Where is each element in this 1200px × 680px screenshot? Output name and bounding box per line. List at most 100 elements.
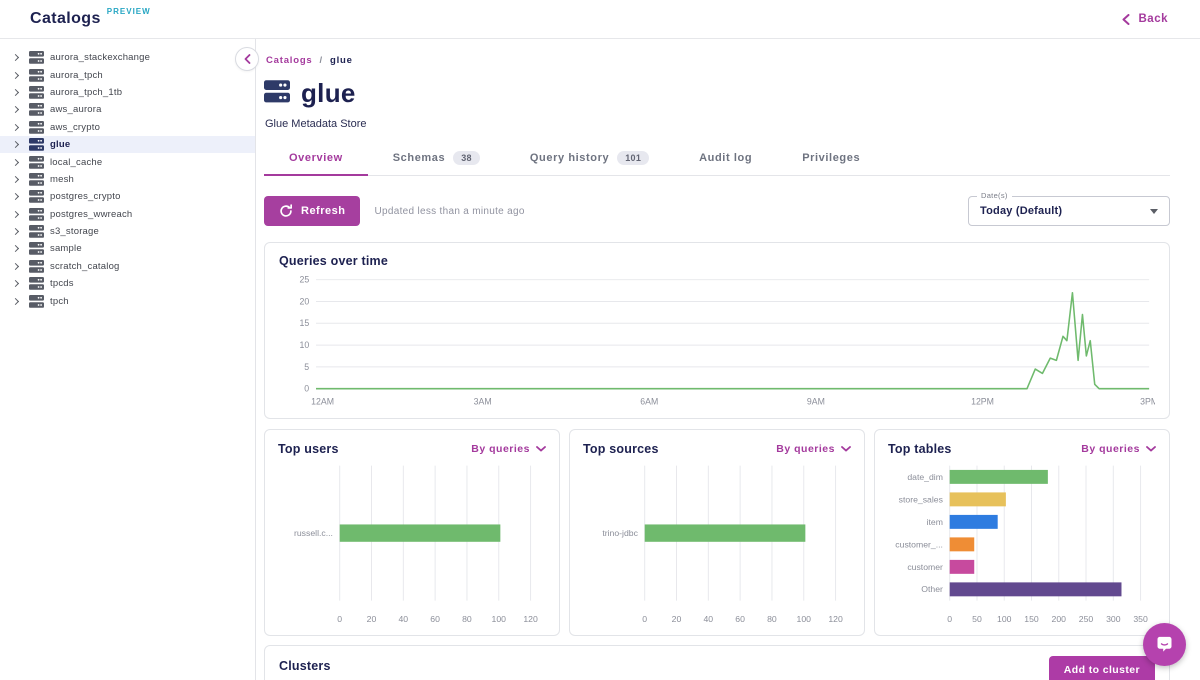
svg-text:0: 0 [947, 614, 952, 624]
catalog-database-icon [264, 79, 290, 108]
queries-over-time-title: Queries over time [279, 254, 389, 268]
chevron-right-icon[interactable] [11, 297, 21, 305]
sidebar-item-aws_crypto[interactable]: aws_crypto [0, 119, 255, 136]
add-to-cluster-button[interactable]: Add to cluster [1048, 656, 1155, 680]
clusters-title: Clusters [279, 659, 331, 674]
svg-text:20: 20 [367, 614, 377, 624]
chevron-right-icon[interactable] [11, 88, 21, 97]
sidebar-item-mesh[interactable]: mesh [0, 171, 255, 188]
sidebar-item-sample[interactable]: sample [0, 240, 255, 257]
sidebar-item-aurora_tpch_1tb[interactable]: aurora_tpch_1tb [0, 84, 255, 101]
queries-over-time-chart: 0 5 10 15 20 25 12AM 3AM 6AM 9AM 12PM 3PM [279, 268, 1155, 416]
bar [339, 524, 501, 542]
chevron-right-icon[interactable] [11, 158, 21, 166]
tab-schemas[interactable]: Schemas 38 [368, 142, 505, 175]
sidebar-item-label: aws_crypto [50, 121, 101, 133]
chevron-right-icon[interactable] [11, 71, 21, 79]
chevron-right-icon[interactable] [11, 245, 21, 253]
bar [949, 582, 1122, 597]
svg-text:0: 0 [642, 614, 647, 624]
sidebar-item-label: tpcds [50, 278, 74, 290]
tab-label: Schemas [392, 152, 446, 164]
sidebar-item-label: postgres_crypto [50, 191, 121, 203]
bar [644, 524, 806, 542]
sidebar-item-postgres_wwreach[interactable]: postgres_wwreach [0, 206, 255, 223]
tab-audit-log[interactable]: Audit log [674, 142, 777, 175]
sidebar-item-aws_aurora[interactable]: aws_aurora [0, 101, 255, 118]
clusters-card: Clusters Add to cluster [264, 645, 1170, 680]
svg-text:9AM: 9AM [807, 396, 825, 406]
sidebar-item-label: aws_aurora [50, 104, 102, 116]
sidebar-item-aurora_stackexchange[interactable]: aurora_stackexchange [0, 49, 255, 66]
svg-text:40: 40 [704, 614, 714, 624]
chevron-right-icon[interactable] [11, 280, 21, 288]
svg-text:300: 300 [1106, 614, 1121, 624]
svg-text:0: 0 [337, 614, 342, 624]
svg-text:10: 10 [299, 340, 309, 350]
line-series [316, 291, 1150, 390]
sidebar-item-aurora_tpch[interactable]: aurora_tpch [0, 66, 255, 83]
refresh-label: Refresh [301, 205, 346, 217]
toolbar: Refresh Updated less than a minute ago D… [264, 191, 1170, 226]
refresh-button[interactable]: Refresh [264, 196, 361, 226]
svg-text:12PM: 12PM [971, 396, 994, 406]
chevron-down-icon [1146, 446, 1156, 452]
svg-text:250: 250 [1079, 614, 1094, 624]
refresh-icon [280, 204, 292, 217]
bar [949, 559, 975, 574]
sidebar-item-label: tpch [50, 295, 69, 307]
sidebar-item-postgres_crypto[interactable]: postgres_crypto [0, 188, 255, 205]
sidebar-item-label: scratch_catalog [50, 260, 120, 272]
sidebar-collapse-button[interactable] [235, 47, 259, 71]
chat-bubble-icon [1157, 636, 1172, 652]
chevron-right-icon[interactable] [11, 106, 21, 114]
top-sources-sort-button[interactable]: By queries [776, 443, 851, 455]
chevron-right-icon[interactable] [11, 262, 21, 270]
svg-text:store_sales: store_sales [899, 494, 944, 504]
top-stats-row: Top users By queries 0 20 40 60 80 100 120 russ… [264, 428, 1170, 637]
preview-badge: PREVIEW [106, 7, 151, 16]
chevron-right-icon[interactable] [11, 54, 21, 62]
database-icon [29, 120, 44, 134]
database-icon [29, 138, 44, 151]
sidebar-item-label: local_cache [50, 156, 103, 168]
sidebar-item-tpcds[interactable]: tpcds [0, 275, 255, 292]
chat-fab-button[interactable] [1143, 623, 1186, 666]
top-users-chart: 0 20 40 60 80 100 120 russell.c... [278, 456, 546, 633]
chevron-right-icon[interactable] [11, 175, 21, 183]
main-content: Catalogs / glue glue Glue Metadata Store O… [256, 39, 1200, 680]
top-users-sort-button[interactable]: By queries [471, 443, 546, 455]
chevron-right-icon[interactable] [11, 123, 21, 131]
sidebar-item-glue[interactable]: glue [0, 135, 255, 154]
bar [949, 537, 975, 552]
svg-text:item: item [927, 517, 943, 527]
top-tables-title: Top tables [888, 441, 952, 456]
tab-overview[interactable]: Overview [264, 142, 368, 176]
updated-timestamp-text: Updated less than a minute ago [374, 205, 525, 217]
svg-text:120: 120 [828, 614, 843, 624]
svg-text:80: 80 [462, 614, 472, 624]
tab-privileges[interactable]: Privileges [777, 142, 885, 175]
top-tables-sort-button[interactable]: By queries [1081, 443, 1156, 455]
date-select[interactable]: Date(s) Today (Default) [968, 191, 1170, 226]
catalog-tree-sidebar: aurora_stackexchange aurora_tpch aurora_tp… [0, 39, 256, 680]
tab-query-history[interactable]: Query history 101 [505, 142, 674, 175]
chevron-right-icon[interactable] [11, 141, 21, 149]
svg-text:20: 20 [299, 296, 309, 306]
svg-text:100: 100 [997, 614, 1012, 624]
sidebar-item-local_cache[interactable]: local_cache [0, 153, 255, 170]
chevron-right-icon[interactable] [11, 210, 21, 218]
chevron-right-icon[interactable] [11, 228, 21, 236]
chevron-right-icon[interactable] [11, 193, 21, 201]
back-chevron-icon [1122, 13, 1129, 25]
sidebar-item-scratch_catalog[interactable]: scratch_catalog [0, 258, 255, 275]
sidebar-item-tpch[interactable]: tpch [0, 292, 255, 309]
svg-text:120: 120 [523, 614, 538, 624]
back-button[interactable]: Back [1122, 13, 1169, 25]
tab-bar: Overview Schemas 38 Query history 101 Audit l… [264, 142, 1170, 176]
chevron-down-icon [536, 446, 546, 452]
top-users-card: Top users By queries 0 20 40 60 80 100 120 russ… [264, 428, 560, 637]
sidebar-item-s3_storage[interactable]: s3_storage [0, 223, 255, 240]
svg-text:customer_...: customer_... [895, 539, 943, 549]
breadcrumb-catalogs-link[interactable]: Catalogs [266, 55, 313, 66]
